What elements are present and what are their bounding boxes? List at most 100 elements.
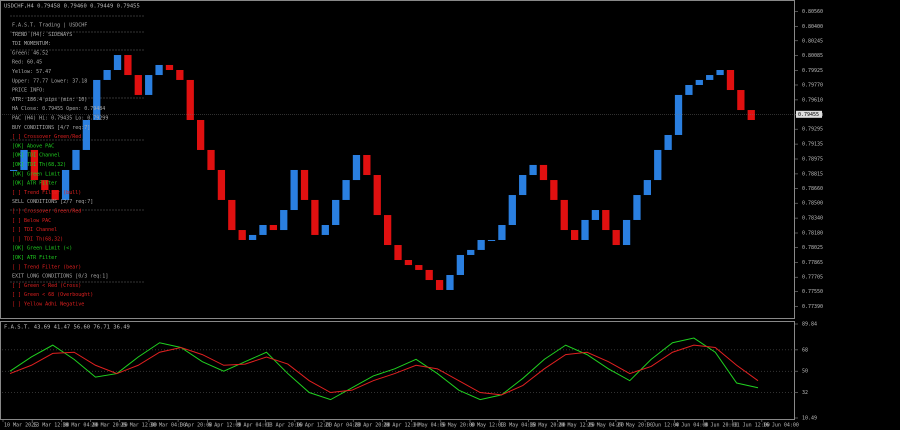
time-label: 18 Mar 04:00 — [62, 423, 98, 429]
candle — [155, 64, 163, 76]
y-tick-label: 0.79925 — [802, 68, 823, 74]
info-line: TDI MOMENTUM: — [12, 41, 51, 47]
candle — [508, 195, 516, 226]
osc-line — [9, 337, 759, 401]
info-line: [ ] Green < Red (Cross) — [12, 283, 81, 289]
candle — [487, 239, 496, 241]
y-tick-label: 0.78500 — [802, 201, 823, 207]
candle — [145, 75, 153, 95]
candle — [581, 219, 589, 240]
candle — [280, 210, 288, 231]
time-label: 11 Jun 12:00 — [734, 423, 770, 429]
candle — [456, 254, 464, 275]
panel-separators — [10, 15, 145, 283]
osc-tick-label: 10.49 — [802, 416, 817, 422]
candle — [93, 79, 101, 120]
osc-tick-label: 68 — [802, 347, 808, 353]
time-label: 25 May 04:00 — [588, 423, 624, 429]
candle — [591, 210, 600, 220]
candle — [498, 225, 506, 240]
candle — [664, 134, 672, 150]
info-line: [OK] Above PAC — [12, 143, 54, 149]
candle — [477, 239, 485, 250]
time-label: 16 Jun 04:00 — [763, 423, 799, 429]
info-line: [ ] Yellow Adhi Negative — [12, 302, 84, 308]
time-label: 20 Mar 20:00 — [92, 423, 128, 429]
info-line: SELL CONDITIONS [2/7 req:7] — [12, 199, 93, 205]
candle — [571, 230, 579, 240]
info-line: [ ] Crossover Green/Red — [12, 134, 81, 140]
candle — [259, 225, 267, 235]
candle — [176, 70, 184, 80]
candle — [602, 210, 610, 231]
candle — [113, 55, 122, 71]
osc-tick-label: 32 — [802, 390, 808, 396]
info-line: Red: 60.45 — [12, 60, 42, 66]
candle — [529, 164, 537, 176]
candle — [363, 154, 371, 176]
time-label: 13 Apr 20:00 — [267, 423, 303, 429]
candle — [290, 169, 298, 211]
candle — [612, 230, 620, 246]
time-label: 4 Jun 04:00 — [675, 423, 708, 429]
info-line: Yellow: 57.47 — [12, 69, 51, 75]
time-label: 28 Apr 12:00 — [383, 423, 419, 429]
y-tick-label: 0.78180 — [802, 231, 823, 237]
candle — [248, 234, 257, 240]
y-tick-label: 0.77705 — [802, 275, 823, 281]
candle — [342, 180, 350, 200]
candle — [394, 245, 402, 261]
candle — [332, 199, 340, 226]
candle — [550, 180, 558, 200]
info-line: Upper: 77.77 Lower: 37.18 — [12, 78, 87, 84]
candle — [10, 169, 18, 171]
y-tick-label: 0.78660 — [802, 186, 823, 192]
candle — [622, 219, 631, 246]
time-label: 21 Apr 04:00 — [325, 423, 361, 429]
info-line: [ ] TDI Channel — [12, 227, 57, 233]
time-label: 16 Apr 12:00 — [296, 423, 332, 429]
info-line: HA Close: 0.79455 Open: 0.79484 — [12, 106, 105, 112]
candle — [373, 175, 381, 216]
time-label: 25 Mar 12:00 — [121, 423, 157, 429]
y-tick-label: 0.79610 — [802, 97, 823, 103]
info-line: [ ] Trend Filter (bull) — [12, 190, 81, 196]
oscillator-title: F.A.S.T. 43.69 41.47 56.60 76.71 36.49 — [4, 325, 130, 331]
time-label: 27 May 20:00 — [617, 423, 653, 429]
current-price-box — [796, 110, 822, 118]
info-line: [OK] Green Limit — [12, 171, 60, 177]
candle — [134, 75, 142, 95]
info-line: PAC (H4) Hi: 0.79435 Lo: 0.79299 — [12, 116, 108, 122]
info-line: ATR: 186.4 pips (min: 10) — [12, 97, 87, 103]
osc-line — [9, 344, 759, 396]
y-tick-label: 0.80245 — [802, 38, 823, 44]
y-tick-label: 0.79135 — [802, 142, 823, 148]
candle — [311, 199, 319, 235]
candle — [72, 149, 80, 170]
y-tick-label: 0.78340 — [802, 216, 823, 222]
candle — [425, 269, 433, 281]
candle — [165, 64, 174, 71]
candle — [228, 199, 236, 231]
osc-tick-label: 89.84 — [802, 322, 817, 328]
candle — [404, 260, 413, 266]
y-tick-label: 0.78025 — [802, 245, 823, 251]
info-line: [ ] Below PAC — [12, 218, 51, 224]
info-line: [ ] TDI Th(68,32) — [12, 236, 63, 242]
info-line: [ ] Crossover Green/Red — [12, 209, 81, 215]
candle — [41, 180, 49, 190]
candle — [61, 169, 70, 200]
y-tick-label: 0.77550 — [802, 289, 823, 295]
candle — [747, 110, 755, 120]
candle — [30, 149, 39, 181]
info-line: [ ] Green < 68 (Overbought) — [12, 292, 93, 298]
candle — [51, 190, 59, 200]
info-line: PRICE INFO: — [12, 88, 45, 94]
candle — [238, 230, 246, 240]
time-label: 20 May 12:00 — [559, 423, 595, 429]
time-label: 6 Apr 12:00 — [208, 423, 241, 429]
candle — [20, 149, 28, 170]
price-frame — [0, 0, 795, 319]
time-label: 1 Jun 12:00 — [646, 423, 679, 429]
